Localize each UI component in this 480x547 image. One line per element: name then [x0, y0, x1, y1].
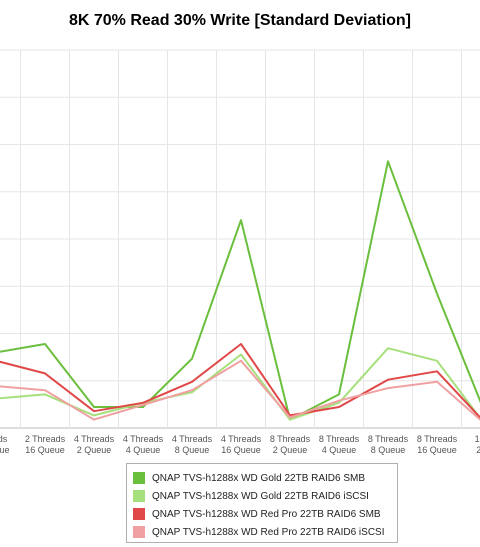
x-tick-label: 8 Threads 8 Queue [368, 434, 409, 455]
x-tick-label: 8 Threads 4 Queue [319, 434, 360, 455]
x-tick-label: 2 Threads 16 Queue [25, 434, 66, 455]
legend-swatch [133, 490, 145, 502]
x-tick-label: 4 Threads 16 Queue [221, 434, 262, 455]
legend-label: QNAP TVS-h1288x WD Gold 22TB RAID6 SMB [152, 472, 366, 484]
legend-item: QNAP TVS-h1288x WD Red Pro 22TB RAID6 iS… [133, 523, 397, 541]
series-line-4 [0, 359, 480, 421]
x-tick-label: 4 Threads 8 Queue [172, 434, 213, 455]
x-tick-label: readsQueue [0, 434, 10, 455]
legend-swatch [133, 526, 145, 538]
x-tick-label: 4 Threads 2 Queue [74, 434, 115, 455]
legend-label: QNAP TVS-h1288x WD Red Pro 22TB RAID6 iS… [152, 526, 385, 538]
x-tick-label: 8 Threads 2 Queue [270, 434, 311, 455]
x-tick-label: 16 Th2 Qu [475, 434, 480, 455]
legend-item: QNAP TVS-h1288x WD Gold 22TB RAID6 iSCSI [133, 487, 397, 505]
legend-swatch [133, 472, 145, 484]
chart-title: 8K 70% Read 30% Write [Standard Deviatio… [68, 12, 412, 29]
legend-label: QNAP TVS-h1288x WD Gold 22TB RAID6 iSCSI [152, 490, 369, 502]
x-tick-label: 8 Threads 16 Queue [417, 434, 458, 455]
legend: QNAP TVS-h1288x WD Gold 22TB RAID6 SMB QN… [126, 463, 398, 543]
legend-item: QNAP TVS-h1288x WD Gold 22TB RAID6 SMB [133, 469, 397, 487]
legend-label: QNAP TVS-h1288x WD Red Pro 22TB RAID6 SM… [152, 508, 381, 520]
series-line-1 [0, 160, 480, 421]
series-lines [0, 160, 480, 421]
legend-swatch [133, 508, 145, 520]
series-line-3 [0, 343, 480, 419]
series-line-2 [0, 347, 480, 421]
x-tick-label: 4 Threads 4 Queue [123, 434, 164, 455]
grid-lines [0, 49, 480, 429]
legend-item: QNAP TVS-h1288x WD Red Pro 22TB RAID6 SM… [133, 505, 397, 523]
